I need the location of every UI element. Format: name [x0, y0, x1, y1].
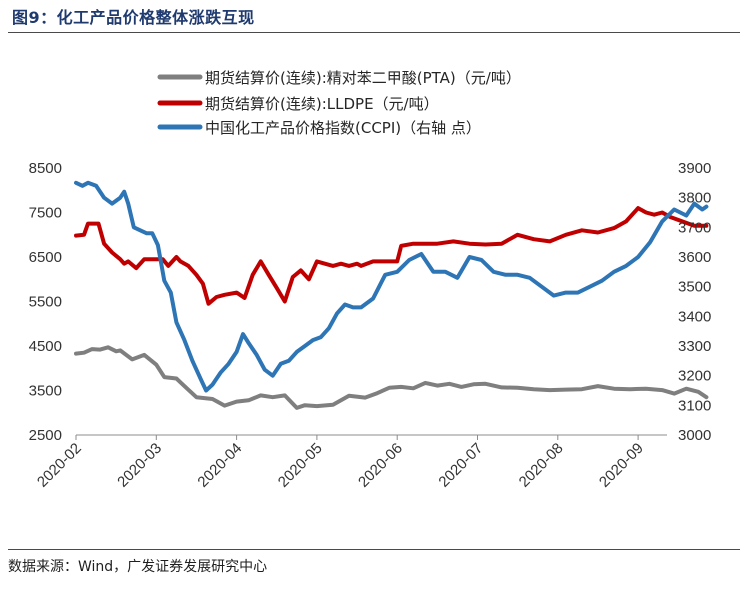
series-lines	[74, 180, 709, 410]
left-tick-label: 5500	[29, 294, 62, 311]
right-tick-label: 3400	[678, 308, 711, 325]
plot-axes	[75, 434, 667, 440]
left-tick-label: 6500	[29, 249, 62, 266]
x-tick-label: 2020-03	[114, 440, 165, 491]
right-tick-label: 3100	[678, 397, 711, 414]
right-tick-label: 3900	[678, 160, 711, 177]
x-tick-label: 2020-04	[194, 440, 245, 491]
x-tick-label: 2020-02	[34, 440, 85, 491]
x-tick-label: 2020-09	[596, 440, 647, 491]
left-tick-label: 2500	[29, 427, 62, 444]
series-line-2	[74, 180, 709, 393]
right-tick-label: 3500	[678, 279, 711, 296]
series-line-1	[74, 206, 709, 306]
left-tick-label: 4500	[29, 338, 62, 355]
x-tick-label: 2020-08	[516, 440, 567, 491]
line-chart: 期货结算价(连续):精对苯二甲酸(PTA)（元/吨） 期货结算价(连续):LLDP…	[29, 69, 712, 491]
x-axis-ticks: 2020-02 2020-03 2020-04 2020-05 2020-06 2020-…	[34, 440, 647, 491]
legend-label-0: 期货结算价(连续):精对苯二甲酸(PTA)（元/吨）	[205, 69, 521, 87]
right-tick-label: 3200	[678, 368, 711, 385]
right-tick-label: 3600	[678, 249, 711, 266]
x-tick-label: 2020-05	[275, 440, 326, 491]
series-line-0	[74, 345, 709, 410]
right-tick-label: 3700	[678, 219, 711, 236]
figure-title: 图9：化工产品价格整体涨跌互现	[12, 8, 255, 27]
top-rule	[8, 32, 740, 33]
left-axis-ticks: 2500 3500 4500 5500 6500 7500 8500	[29, 160, 62, 444]
right-tick-label: 3000	[678, 427, 711, 444]
left-tick-label: 7500	[29, 205, 62, 222]
right-axis-ticks: 3000 3100 3200 3300 3400 3500 3600 3700 3800 3900	[678, 160, 711, 444]
x-tick-label: 2020-06	[355, 440, 406, 491]
left-tick-label: 3500	[29, 383, 62, 400]
chart-legend: 期货结算价(连续):精对苯二甲酸(PTA)（元/吨） 期货结算价(连续):LLDP…	[157, 69, 521, 137]
right-tick-label: 3800	[678, 190, 711, 207]
data-source-note: 数据来源：Wind，广发证券发展研究中心	[8, 559, 268, 575]
x-tick-label: 2020-07	[435, 440, 486, 491]
legend-label-2: 中国化工产品价格指数(CCPI)（右轴 点）	[205, 119, 481, 137]
bottom-rule	[8, 549, 740, 550]
left-tick-label: 8500	[29, 160, 62, 177]
right-tick-label: 3300	[678, 338, 711, 355]
legend-label-1: 期货结算价(连续):LLDPE（元/吨）	[205, 95, 439, 113]
